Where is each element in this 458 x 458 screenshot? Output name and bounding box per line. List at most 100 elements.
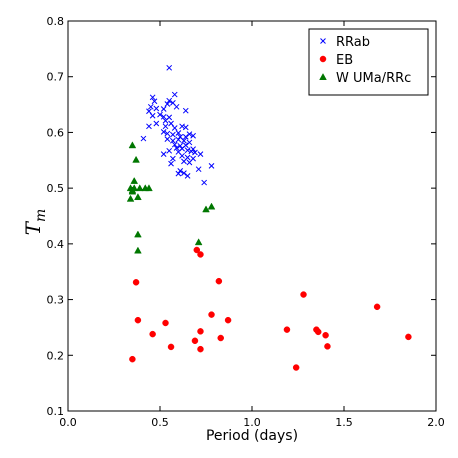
rrab-point bbox=[175, 136, 182, 143]
rrab-point bbox=[140, 135, 147, 142]
rrab-point bbox=[171, 125, 178, 131]
rrab-point bbox=[170, 155, 176, 162]
eb-point bbox=[167, 343, 175, 351]
eb-point bbox=[149, 330, 156, 338]
rrab-point bbox=[181, 170, 187, 176]
rrab-point bbox=[184, 173, 191, 179]
wuma-rrc-point bbox=[135, 184, 144, 192]
rrab-point bbox=[201, 179, 208, 186]
eb-point bbox=[292, 364, 300, 371]
eb-point bbox=[224, 316, 232, 324]
eb-point bbox=[129, 355, 136, 363]
rrab-point bbox=[170, 137, 176, 144]
rrab-point bbox=[146, 123, 152, 130]
rrab-point bbox=[179, 152, 185, 159]
eb-point bbox=[373, 303, 381, 311]
legend-box bbox=[308, 28, 429, 96]
rrab-point bbox=[166, 97, 173, 104]
legend-marker bbox=[319, 73, 327, 80]
rrab-point bbox=[168, 120, 174, 127]
rrab-point bbox=[151, 98, 158, 105]
eb-point bbox=[197, 328, 204, 335]
rrab-point bbox=[146, 108, 152, 115]
eb-point bbox=[162, 319, 169, 327]
rrab-point bbox=[166, 64, 173, 71]
y-axis-label-main: T bbox=[21, 220, 45, 235]
wuma-rrc-point bbox=[194, 238, 203, 246]
rrab-point bbox=[160, 151, 167, 158]
rrab-point bbox=[175, 130, 182, 136]
rrab-point bbox=[182, 134, 189, 140]
rrab-point bbox=[181, 158, 187, 165]
y-tick-label: 0.2 bbox=[47, 349, 65, 362]
eb-point bbox=[405, 333, 412, 341]
wuma-rrc-point bbox=[134, 193, 142, 201]
x-tick-label: 0.0 bbox=[59, 416, 77, 429]
eb-point bbox=[193, 246, 201, 254]
x-tick-label: 0.5 bbox=[151, 416, 169, 429]
eb-point bbox=[208, 311, 215, 318]
legend-entry: W UMa/RRc bbox=[319, 71, 411, 86]
y-tick-label: 0.5 bbox=[47, 182, 65, 195]
rrab-point bbox=[171, 141, 178, 148]
rrab-point bbox=[182, 124, 189, 131]
legend-entry: RRab bbox=[320, 35, 370, 50]
rrab-point bbox=[190, 132, 196, 139]
wuma-rrc-point bbox=[132, 155, 140, 163]
y-axis-label-subscript: m bbox=[33, 209, 49, 222]
data-points bbox=[126, 64, 412, 371]
rrab-point bbox=[197, 151, 204, 158]
y-tick-label: 0.7 bbox=[47, 71, 65, 84]
wuma-rrc-point bbox=[134, 246, 142, 254]
rrab-point bbox=[168, 160, 174, 167]
rrab-point bbox=[192, 149, 198, 156]
rrab-point bbox=[147, 103, 154, 110]
wuma-rrc-point bbox=[202, 205, 210, 213]
legend-marker bbox=[319, 55, 327, 63]
legend-marker bbox=[320, 38, 326, 44]
rrab-point bbox=[170, 131, 176, 138]
rrab-point bbox=[173, 145, 180, 151]
rrab-point bbox=[160, 106, 167, 112]
wuma-rrc-point bbox=[130, 176, 139, 184]
wuma-rrc-point bbox=[134, 230, 142, 238]
rrab-point bbox=[171, 91, 178, 98]
wuma-rrc-point bbox=[126, 194, 135, 202]
x-tick-label: 1.5 bbox=[335, 416, 353, 429]
eb-point bbox=[197, 251, 204, 258]
rrab-point bbox=[195, 166, 202, 173]
rrab-point bbox=[160, 113, 167, 120]
eb-point bbox=[197, 345, 204, 353]
rrab-point bbox=[184, 147, 191, 154]
y-tick-label: 0.3 bbox=[47, 294, 65, 307]
rrab-point bbox=[175, 170, 182, 177]
rrab-point bbox=[182, 107, 189, 114]
rrab-point bbox=[164, 101, 171, 107]
eb-point bbox=[324, 343, 331, 350]
y-tick-label: 0.4 bbox=[47, 238, 65, 251]
legend-label: RRab bbox=[336, 35, 370, 50]
wuma-rrc-point bbox=[145, 184, 153, 192]
legend-entry: EB bbox=[319, 53, 353, 68]
wuma-rrc-point bbox=[207, 202, 216, 210]
rrab-point bbox=[162, 123, 169, 130]
rrab-point bbox=[177, 168, 184, 174]
rrab-point bbox=[177, 142, 184, 149]
axis-ticks: 0.0 0.5 1.0 1.5 2.0 0.1 0.2 0.3 0.4 0.5 0.6 0.7 0.8 bbox=[47, 15, 445, 429]
y-axis-label: Tm bbox=[21, 209, 49, 236]
rrab-point bbox=[153, 105, 160, 112]
wuma-rrc-point bbox=[128, 187, 137, 195]
legend: RRab EB W UMa/RRc bbox=[308, 28, 429, 96]
eb-point bbox=[215, 277, 223, 285]
x-axis-label: Period (days) bbox=[206, 428, 298, 444]
rrab-point bbox=[181, 137, 187, 144]
eb-point bbox=[322, 331, 329, 339]
rrab-point bbox=[179, 123, 185, 130]
x-tick-label: 1.0 bbox=[243, 416, 261, 429]
rrab-point bbox=[164, 130, 171, 137]
y-tick-label: 0.6 bbox=[47, 126, 65, 139]
legend-label: W UMa/RRc bbox=[336, 71, 411, 86]
rrab-point bbox=[186, 159, 193, 166]
y-tick-label: 0.8 bbox=[47, 15, 65, 28]
